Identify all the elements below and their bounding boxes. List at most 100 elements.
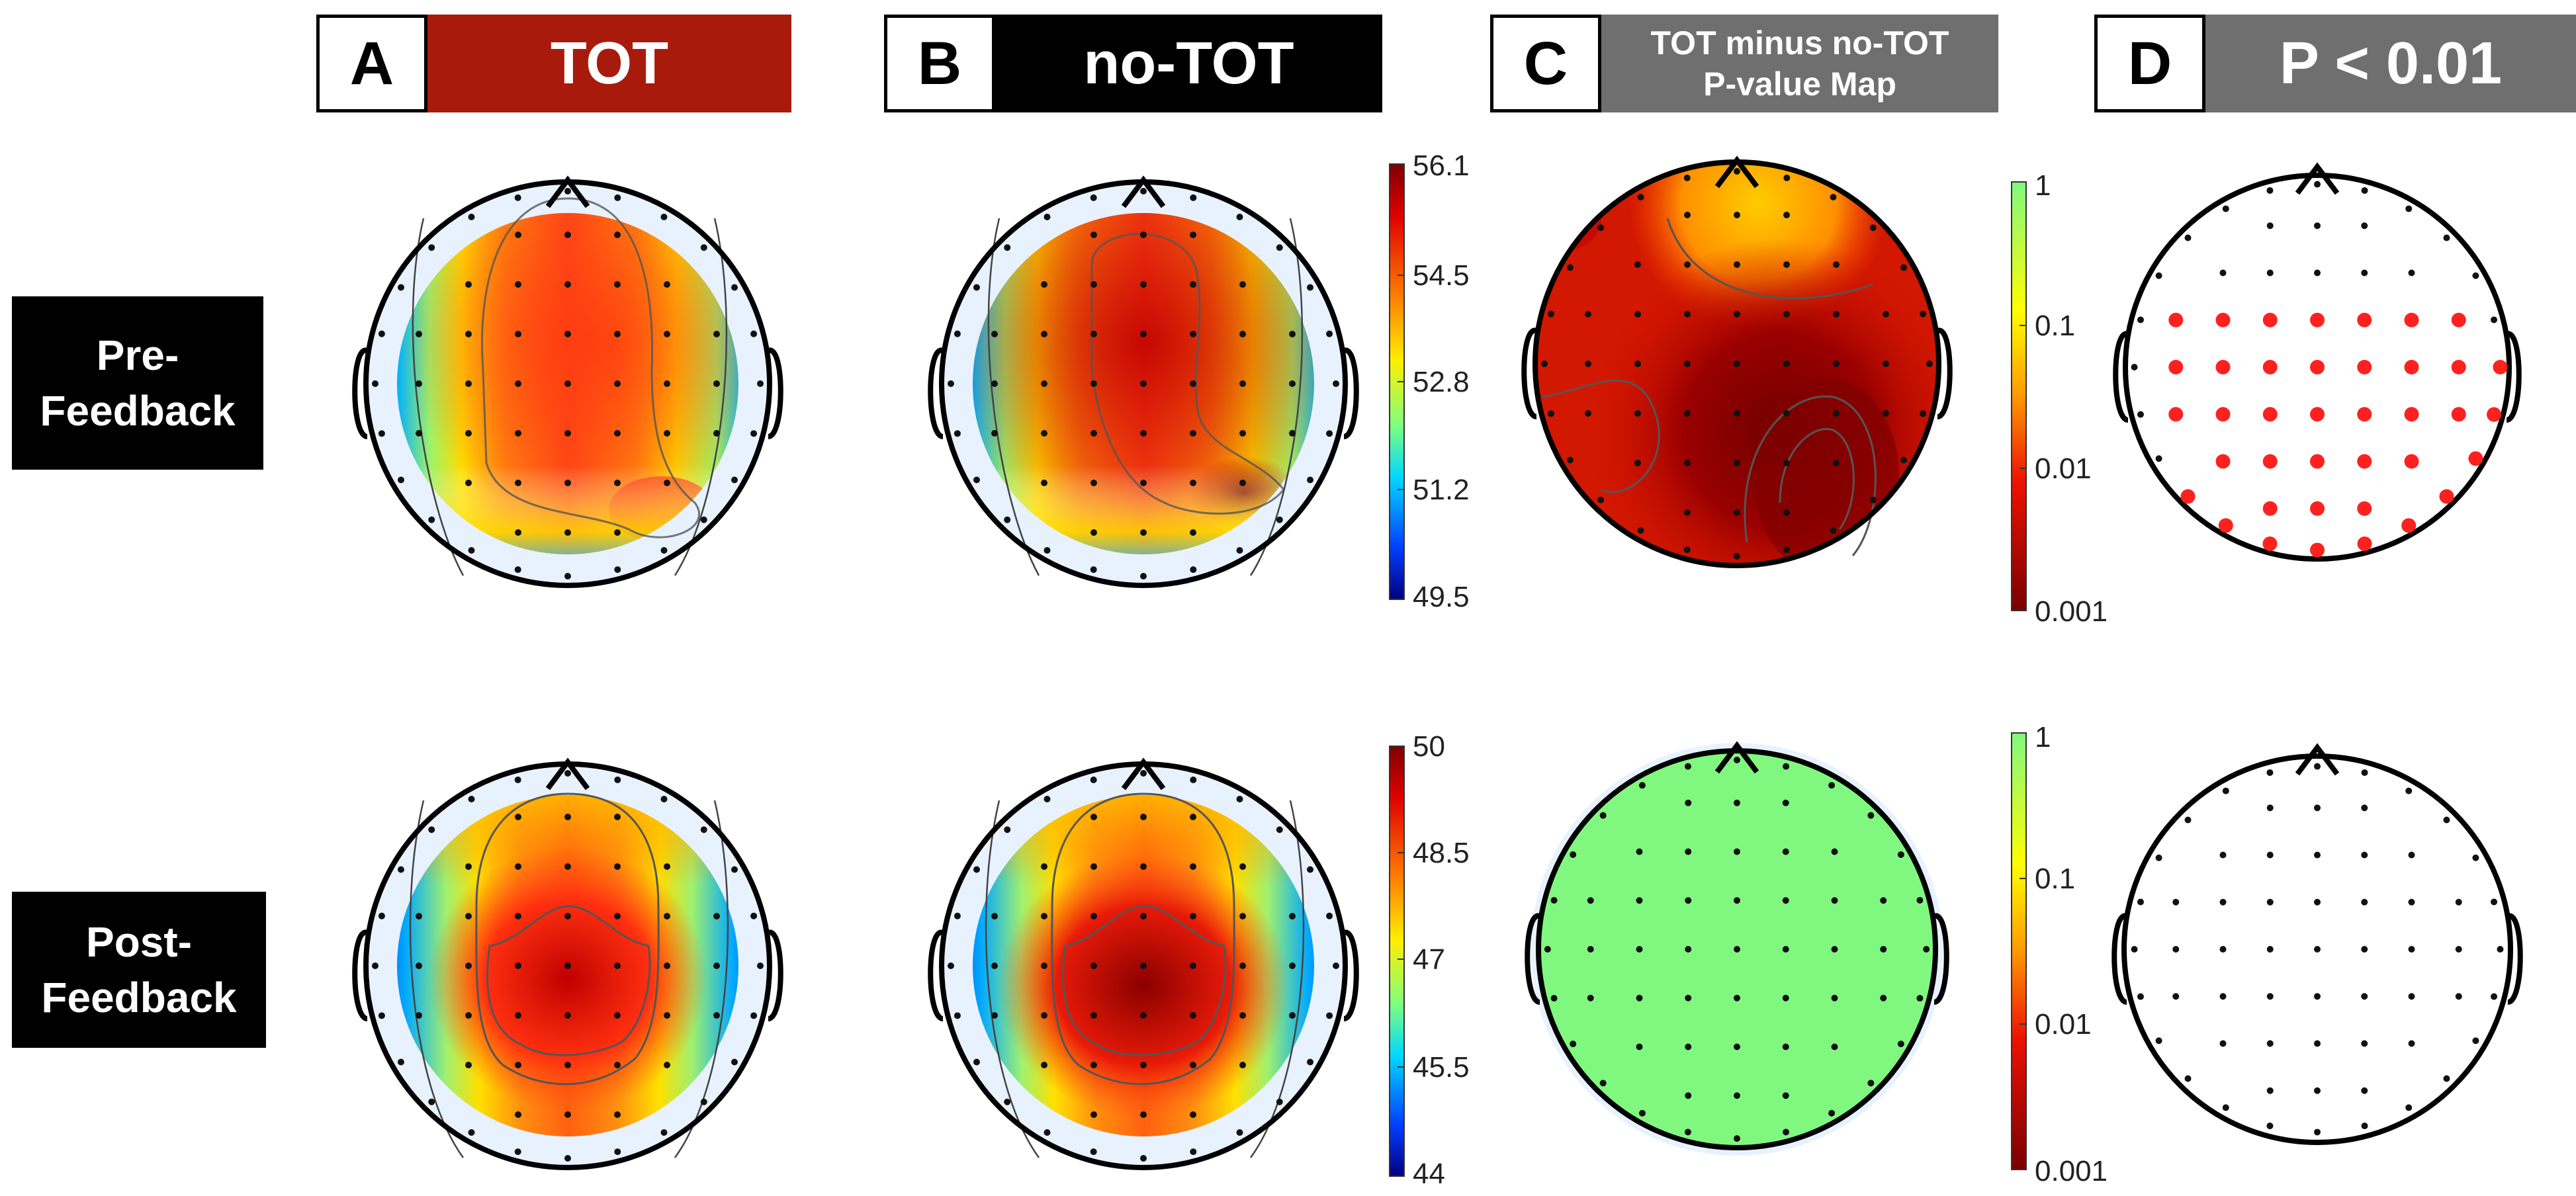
row-label-pre-feedback: Pre- Feedback (12, 296, 263, 470)
electrode-dot (1883, 410, 1889, 417)
electrode-dot (1566, 456, 1574, 464)
electrode-dot (2137, 993, 2144, 1000)
electrode-dot (515, 863, 521, 870)
electrode-dot (1684, 509, 1691, 516)
electrode-dot (2455, 898, 2462, 906)
electrode-dot (1090, 380, 1097, 387)
electrode-dot (2137, 316, 2144, 323)
electrode-dot (1140, 380, 1147, 387)
electrode-dot (1782, 946, 1789, 953)
electrode-dot (1585, 361, 1591, 367)
electrode-dot (954, 330, 961, 337)
electrode-dot (1734, 311, 1740, 318)
electrode-dot (1289, 913, 1296, 919)
row-pre-line2: Feedback (40, 387, 236, 435)
electrode-dot (1833, 311, 1840, 318)
colorbar-post-amplitude (1389, 746, 1405, 1177)
electrode-dot (515, 1012, 521, 1019)
electrode-dot (465, 913, 472, 919)
electrode-dot (614, 232, 621, 238)
electrode-dot (397, 866, 404, 873)
electrode-dot (1833, 361, 1840, 367)
electrode-dot (465, 380, 472, 387)
electrode-dot (1090, 480, 1097, 486)
electrode-dot (1090, 1148, 1097, 1156)
electrode-dot (1004, 516, 1011, 523)
significant-electrode-dot (2180, 489, 2196, 504)
electrode-dot (1044, 547, 1051, 554)
electrode-dot (1239, 430, 1246, 437)
electrode-dot (660, 795, 668, 802)
electrode-dot (564, 480, 571, 486)
electrode-dot (416, 962, 422, 969)
electrode-dot (1599, 812, 1607, 819)
electrode-dot (1783, 546, 1791, 554)
significant-electrode-dot (2310, 360, 2325, 374)
electrode-dot (1289, 1012, 1296, 1019)
electrode-dot (1550, 995, 1558, 1002)
electrode-dot (2222, 787, 2229, 794)
significant-electrode-dot (2262, 536, 2278, 552)
electrode-dot (2219, 851, 2227, 859)
significant-electrode-dot (2404, 407, 2419, 422)
electrode-dot (1239, 480, 1246, 486)
electrode-dot (700, 516, 707, 523)
electrode-dot (1547, 410, 1554, 417)
electrode-dot (468, 213, 475, 220)
electrode-dot (731, 284, 738, 291)
electrode-dot (1782, 799, 1789, 806)
electrode-dot (428, 826, 435, 833)
electrode-dot (465, 863, 472, 870)
electrode-dot (1900, 264, 1908, 271)
electrode-dot (2137, 411, 2144, 418)
electrode-dot (2405, 787, 2413, 794)
electrode-dot (1867, 812, 1875, 819)
cbar4-tick-3: 0.001 (2035, 1155, 2108, 1187)
electrode-dot (1831, 1043, 1838, 1050)
electrode-dot (991, 1012, 998, 1019)
electrode-dot (2184, 234, 2192, 241)
electrode-dot (1190, 232, 1196, 238)
electrode-dot (1634, 311, 1641, 318)
electrode-dot (1685, 897, 1692, 904)
electrode-dot (1041, 962, 1047, 969)
electrode-dot (1090, 814, 1097, 820)
electrode-dot (2131, 946, 2138, 953)
electrode-dot (1190, 776, 1197, 783)
electrode-dot (1276, 244, 1283, 251)
cbar3-tick-4: 44 (1413, 1158, 1445, 1190)
electrode-dot (1783, 311, 1790, 318)
electrode-dot (378, 1012, 385, 1019)
significant-electrode-dot (2262, 454, 2278, 469)
electrode-dot (2266, 1123, 2274, 1130)
electrode-dot (372, 380, 378, 387)
electrode-dot (750, 330, 758, 337)
electrode-dot (1782, 1043, 1789, 1050)
electrode-dot (1289, 331, 1296, 337)
electrode-dot (2408, 898, 2415, 906)
electrode-dot (2314, 1129, 2321, 1136)
electrode-dot (514, 194, 521, 201)
electrode-dot (1041, 480, 1047, 486)
electrode-dot (515, 913, 521, 919)
electrode-dot (1041, 380, 1047, 387)
cbar4-tick-2: 0.01 (2035, 1008, 2092, 1041)
electrode-dot (515, 1062, 521, 1068)
panel-d-letter: D (2094, 15, 2205, 112)
electrode-dot (954, 912, 961, 919)
panel-a-header: A TOT (316, 15, 791, 112)
electrode-dot (614, 1148, 621, 1156)
electrode-dot (1782, 897, 1789, 904)
electrode-dot (1916, 995, 1924, 1002)
electrode-dot (2155, 455, 2162, 462)
cbar4-tick-1: 0.1 (2035, 863, 2076, 895)
electrode-dot (1880, 897, 1887, 904)
cbar2-tick-0: 1 (2035, 169, 2051, 202)
electrode-dot (1920, 410, 1927, 417)
electrode-dot (1734, 460, 1740, 466)
electrode-dot (2266, 993, 2274, 1000)
electrode-dot (1140, 962, 1147, 969)
electrode-dot (713, 913, 720, 919)
electrode-dot (1734, 946, 1740, 953)
electrode-dot (2155, 1037, 2162, 1045)
